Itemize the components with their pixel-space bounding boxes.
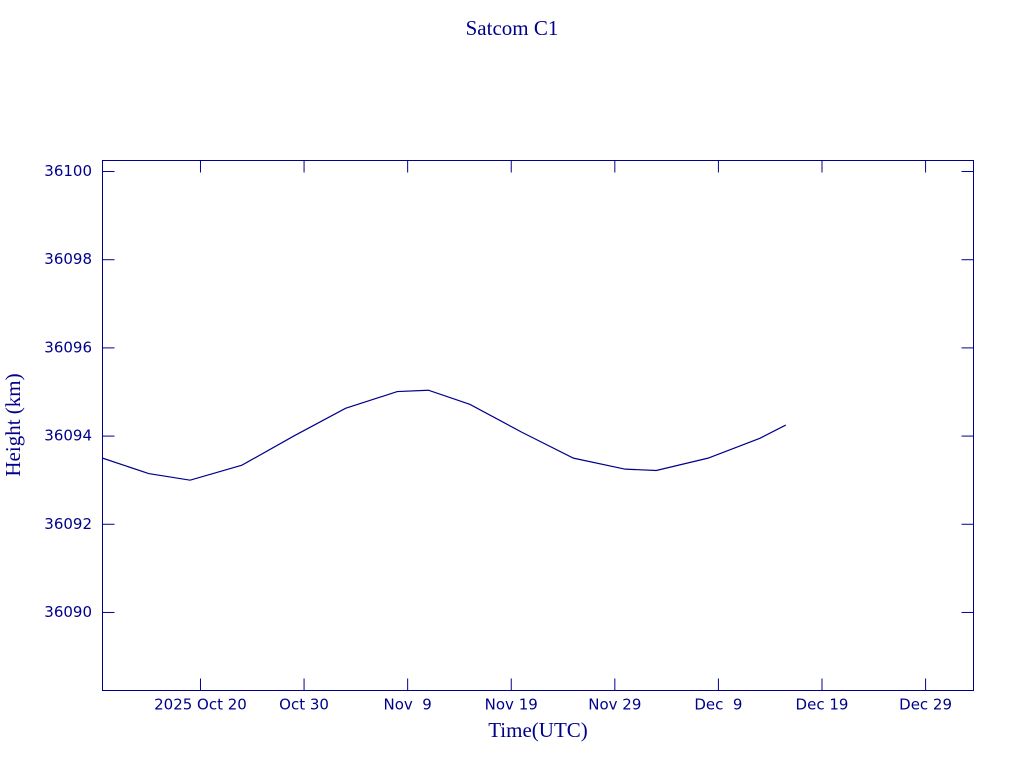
y-tick-label: 36098 <box>44 250 92 268</box>
y-tick-label: 36092 <box>44 515 92 533</box>
y-tick-label: 36090 <box>44 603 92 621</box>
x-tick-label: Nov 19 <box>485 696 538 714</box>
y-axis-label: Height (km) <box>1 373 25 476</box>
x-tick-label: Oct 30 <box>279 696 329 714</box>
x-axis-label: Time(UTC) <box>488 718 588 742</box>
x-tick-label: Nov 29 <box>588 696 641 714</box>
plot-frame <box>102 160 974 691</box>
x-tick-label: Dec 29 <box>899 696 952 714</box>
y-tick-label: 36094 <box>44 427 92 445</box>
data-line <box>102 389 787 481</box>
y-tick-label: 36100 <box>44 162 92 180</box>
x-tick-label: 2025 Oct 20 <box>154 696 247 714</box>
y-tick-label: 36096 <box>44 338 92 356</box>
x-tick-label: Nov 9 <box>383 696 431 714</box>
x-tick-label: Dec 9 <box>694 696 742 714</box>
x-tick-label: Dec 19 <box>796 696 849 714</box>
chart-title: Satcom C1 <box>466 16 559 40</box>
